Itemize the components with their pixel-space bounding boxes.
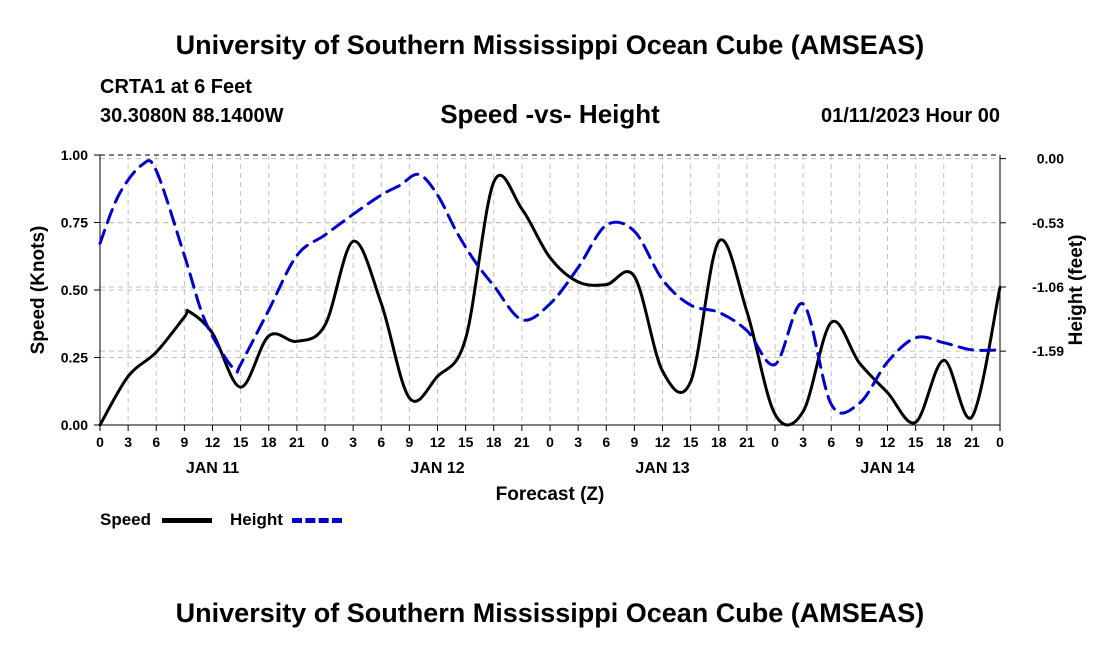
chart-title: Speed -vs- Height [440,99,660,129]
y-axis-title: Speed (Knots) [28,226,49,355]
x-tick-label: 12 [430,434,446,450]
x-tick-label: 15 [908,434,924,450]
y2-tick-label: -0.53 [1032,215,1064,231]
station-coordinates: 30.3080N 88.1400W [100,105,284,127]
x-tick-label: 15 [683,434,699,450]
x-tick-label: 3 [124,434,132,450]
x-day-label: JAN 13 [635,460,689,477]
x-tick-label: 3 [574,434,582,450]
footer-title: University of Southern Mississippi Ocean… [175,598,925,628]
y2-axis-title: Height (feet) [1066,235,1087,346]
x-tick-label: 12 [205,434,221,450]
height-series-line [98,159,1002,415]
x-tick-label: 15 [233,434,249,450]
x-axis-title: Forecast (Z) [496,484,605,505]
x-tick-label: 0 [321,434,329,450]
x-tick-label: 0 [96,434,104,450]
x-day-label: JAN 12 [410,460,464,477]
grid-layer [100,154,1000,425]
x-tick-label: 21 [739,434,755,450]
y2-tick-label: -1.06 [1032,279,1064,295]
x-tick-label: 21 [289,434,305,450]
x-tick-label: 0 [546,434,554,450]
x-tick-label: 6 [152,434,160,450]
y-tick-label: 0.50 [61,282,88,298]
x-tick-label: 21 [514,434,530,450]
series-layer [98,159,1002,427]
x-tick-label: 3 [349,434,357,450]
x-tick-label: 18 [936,434,952,450]
x-tick-label: 15 [458,434,474,450]
x-tick-label: 18 [261,434,277,450]
x-tick-label: 6 [377,434,385,450]
y-tick-label: 1.00 [61,147,88,163]
legend-speed-swatch [162,518,212,523]
axis-layer [94,154,1006,431]
label-layer: 0 3 6 9 12 15 18 21 0 3 6 9 12 15 18 21 0 3 6 9 12 15 18 21 0 3 6 9… [28,147,1087,505]
y-tick-label: 0.75 [61,215,88,231]
x-tick-label: 0 [996,434,1004,450]
x-tick-label: 18 [486,434,502,450]
forecast-datestamp: 01/11/2023 Hour 00 [820,105,1000,127]
x-tick-label: 6 [827,434,835,450]
y2-tick-label: -1.59 [1032,343,1064,359]
x-tick-label: 0 [771,434,779,450]
x-tick-label: 12 [655,434,671,450]
station-name: CRTA1 at 6 Feet [100,76,252,98]
legend-speed-label: Speed [100,510,152,529]
speed-series-line [98,173,1002,427]
x-tick-label: 9 [180,434,188,450]
x-tick-label: 9 [405,434,413,450]
y-tick-label: 0.25 [61,350,88,366]
legend-height-swatch [292,518,342,523]
legend-height-label: Height [230,510,283,529]
x-tick-label: 3 [799,434,807,450]
x-tick-label: 12 [880,434,896,450]
y2-tick-label: 0.00 [1037,151,1064,167]
y-tick-label: 0.00 [61,417,88,433]
x-day-label: JAN 11 [186,460,239,477]
x-tick-label: 6 [602,434,610,450]
x-tick-label: 9 [855,434,863,450]
x-day-label: JAN 14 [860,460,914,477]
x-tick-label: 18 [711,434,727,450]
x-tick-label: 21 [964,434,980,450]
main-title: University of Southern Mississippi Ocean… [175,30,925,60]
x-tick-label: 9 [630,434,638,450]
